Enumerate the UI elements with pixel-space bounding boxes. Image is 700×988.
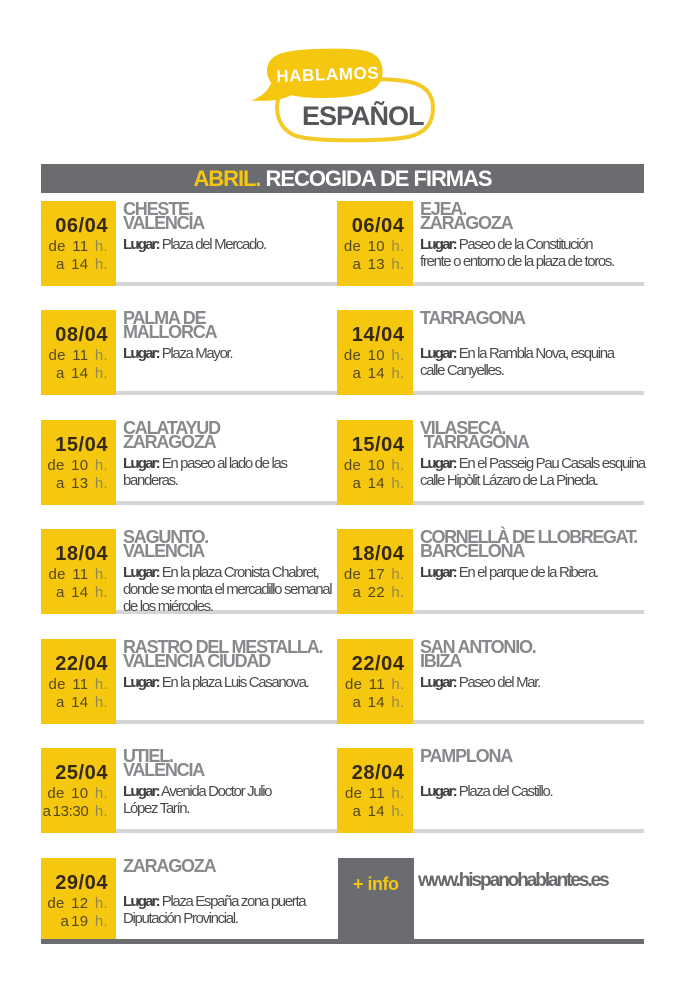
svg-text:HABLAMOS: HABLAMOS xyxy=(276,63,380,86)
svg-text:ESPAÑOL: ESPAÑOL xyxy=(302,100,424,131)
